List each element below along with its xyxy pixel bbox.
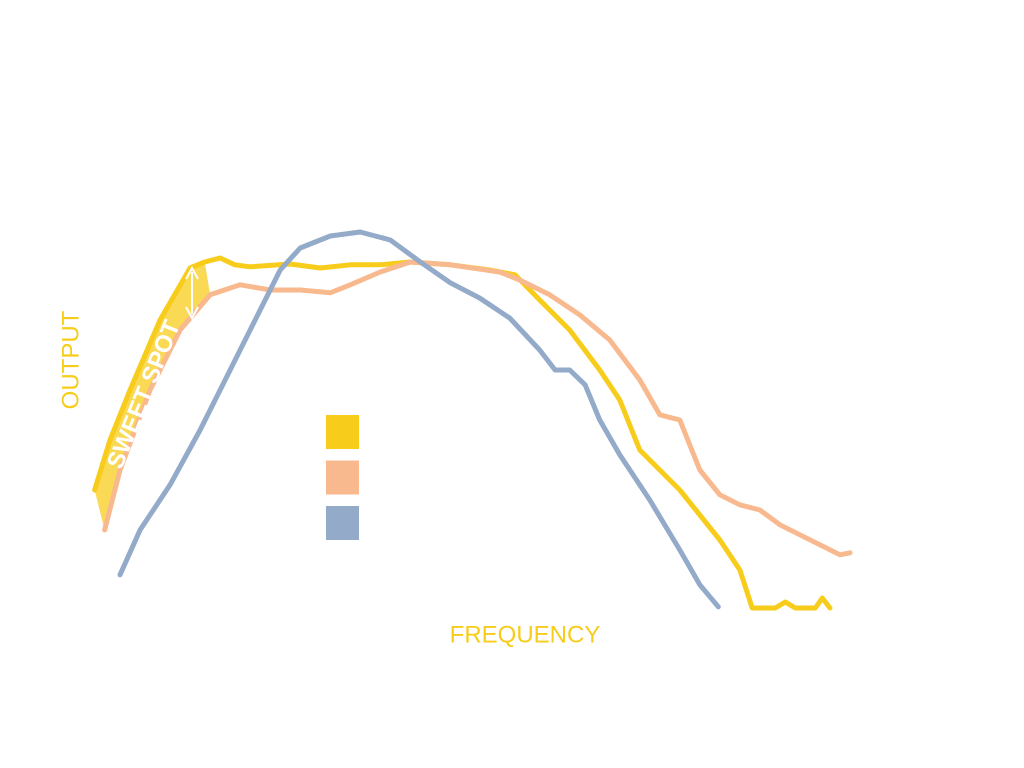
sweet-spot-area <box>94 262 211 530</box>
legend-swatch <box>326 506 359 540</box>
legend-swatch <box>326 415 359 449</box>
x-axis-label: FREQUENCY <box>450 621 601 648</box>
series-line <box>102 259 853 558</box>
plot-lines <box>92 229 853 611</box>
y-axis-label: OUTPUT <box>57 310 84 409</box>
sweet-spot-label: SWEET SPOT <box>102 316 186 472</box>
legend-swatch <box>326 460 359 495</box>
series-line <box>117 229 721 610</box>
sweet-spot-arrowheads <box>185 265 199 321</box>
legend <box>326 415 359 540</box>
series-line <box>92 255 833 611</box>
sweet-spot-fill <box>94 262 211 530</box>
